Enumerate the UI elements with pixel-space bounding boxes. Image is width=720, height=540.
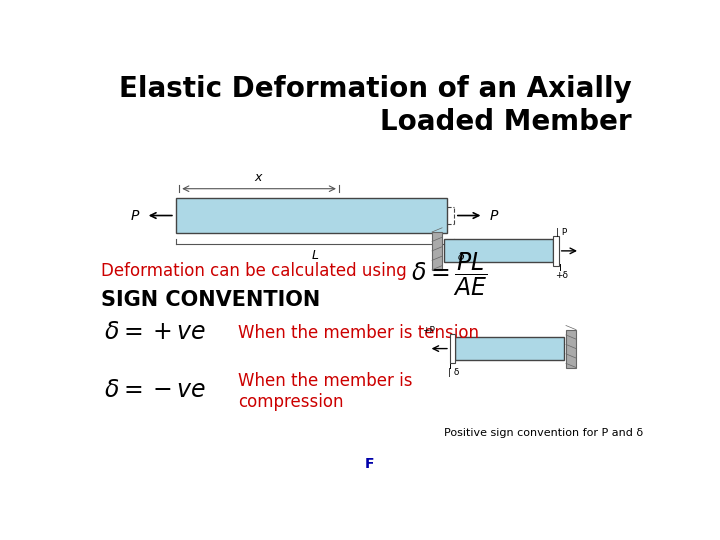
Text: | δ: | δ — [449, 368, 459, 377]
Text: Deformation can be calculated using: Deformation can be calculated using — [101, 261, 407, 280]
Text: +P: +P — [422, 326, 435, 335]
Bar — [450, 334, 456, 363]
Bar — [176, 198, 447, 233]
Text: $x$: $x$ — [254, 171, 264, 184]
Bar — [553, 236, 559, 266]
Text: When the member is
compression: When the member is compression — [238, 372, 413, 410]
Text: $\delta = \dfrac{PL}{AE}$: $\delta = \dfrac{PL}{AE}$ — [411, 251, 487, 299]
Bar — [566, 329, 576, 368]
Text: | P: | P — [557, 228, 568, 238]
Text: Elastic Deformation of an Axially: Elastic Deformation of an Axially — [119, 75, 631, 103]
Text: $P$: $P$ — [489, 208, 499, 222]
Text: $\delta = +ve$: $\delta = +ve$ — [104, 322, 206, 344]
Text: $P$: $P$ — [130, 208, 140, 222]
Text: When the member is tension: When the member is tension — [238, 324, 479, 342]
Text: SIGN CONVENTION: SIGN CONVENTION — [101, 290, 320, 310]
Bar — [432, 232, 442, 270]
Text: +δ: +δ — [555, 272, 568, 280]
Text: $\delta$: $\delta$ — [456, 250, 465, 262]
Text: $L$: $L$ — [311, 248, 319, 261]
Text: $\delta = -ve$: $\delta = -ve$ — [104, 380, 206, 402]
Text: Positive sign convention for P and δ: Positive sign convention for P and δ — [444, 428, 644, 438]
Bar — [456, 337, 564, 360]
Text: Loaded Member: Loaded Member — [379, 109, 631, 137]
Text: F: F — [364, 457, 374, 471]
Bar — [444, 239, 553, 262]
